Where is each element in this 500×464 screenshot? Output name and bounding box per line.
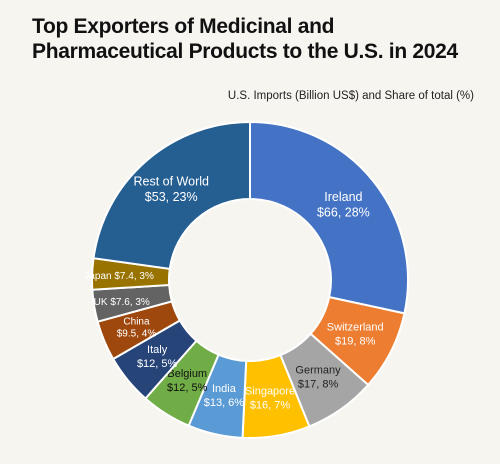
slice-label-ireland: Ireland $66, 28% <box>317 190 370 220</box>
slice-label-belgium: Belgium $12, 5% <box>167 368 208 394</box>
slice-label-uk: UK $7.6, 3% <box>94 297 150 308</box>
chart-subtitle: U.S. Imports (Billion US$) and Share of … <box>227 90 474 102</box>
slice-label-japan: Japan $7.4, 3% <box>84 271 154 282</box>
slice-label-singapore: Singapore $16, 7% <box>245 385 295 411</box>
slice-ireland <box>249 120 409 315</box>
slice-label-italy: Italy $12, 5% <box>137 344 178 370</box>
slice-rest-of-world <box>92 120 251 270</box>
chart-title: Top Exporters of Medicinal and Pharmaceu… <box>32 15 458 63</box>
slice-label-rest-of-world: Rest of World $53, 23% <box>133 175 209 205</box>
slice-label-germany: Germany $17, 8% <box>295 364 341 390</box>
slice-label-india: India $13, 6% <box>204 383 245 409</box>
slice-label-china: China $9.5, 4% <box>117 316 157 339</box>
slice-label-switzerland: Switzerland $19, 8% <box>327 321 384 347</box>
